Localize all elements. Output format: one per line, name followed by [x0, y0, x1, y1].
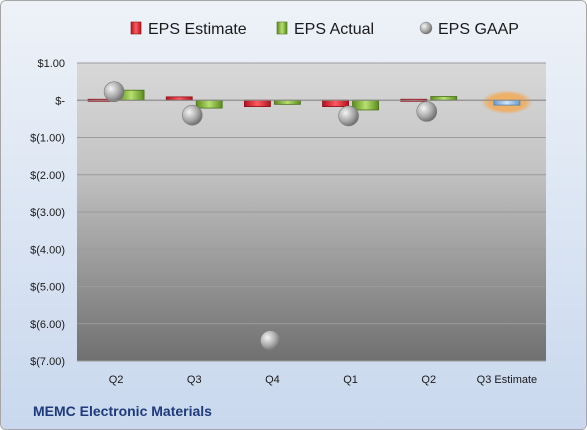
point-eps-gaap: [260, 330, 281, 351]
bar-eps-actual: [352, 99, 379, 111]
y-tick-label: $(2.00): [30, 170, 65, 182]
company-name: MEMC Electronic Materials: [33, 403, 212, 419]
bar-eps-estimate: [322, 99, 349, 107]
y-tick-label: $-: [55, 95, 65, 107]
bar-eps-actual: [430, 96, 458, 101]
x-category-label: Q3 Estimate: [477, 374, 538, 386]
x-axis-categories: Q2 Q3 Q4 Q1 Q2 Q3 Estimate: [109, 374, 537, 386]
x-category-label: Q1: [343, 374, 358, 386]
y-tick-label: $(7.00): [30, 356, 65, 368]
y-tick-label: $(3.00): [30, 207, 65, 219]
y-tick-label: $(1.00): [30, 133, 65, 145]
point-eps-gaap: [338, 105, 359, 127]
y-tick-label: $1.00: [37, 58, 65, 70]
point-eps-gaap: [181, 104, 203, 126]
bar-eps-actual: [274, 99, 301, 105]
y-tick-label: $(5.00): [30, 282, 65, 294]
legend-estimate-swatch: [130, 21, 142, 35]
bar-q3-estimate: [493, 99, 521, 106]
point-eps-gaap: [416, 101, 438, 122]
y-tick-label: $(4.00): [30, 244, 65, 256]
legend-actual-swatch: [276, 21, 288, 35]
gridlines: [77, 62, 546, 362]
x-category-label: Q2: [421, 374, 436, 386]
bar-eps-estimate: [244, 99, 271, 107]
legend-gaap-swatch: [419, 21, 433, 35]
point-eps-gaap: [103, 81, 125, 102]
x-category-label: Q3: [187, 374, 202, 386]
legend-label: EPS Actual: [294, 21, 374, 38]
bar-eps-actual: [195, 99, 223, 109]
bar-eps-estimate: [165, 96, 193, 101]
y-tick-label: $(6.00): [30, 319, 65, 331]
legend: EPS Estimate EPS Actual EPS GAAP: [130, 21, 519, 38]
x-category-label: Q2: [109, 374, 124, 386]
x-category-label: Q4: [265, 374, 280, 386]
legend-label: EPS Estimate: [148, 21, 247, 38]
y-axis-ticks: $1.00 $- $(1.00) $(2.00) $(3.00) $(4.00) $(5.0…: [30, 58, 65, 368]
legend-label: EPS GAAP: [438, 21, 519, 38]
